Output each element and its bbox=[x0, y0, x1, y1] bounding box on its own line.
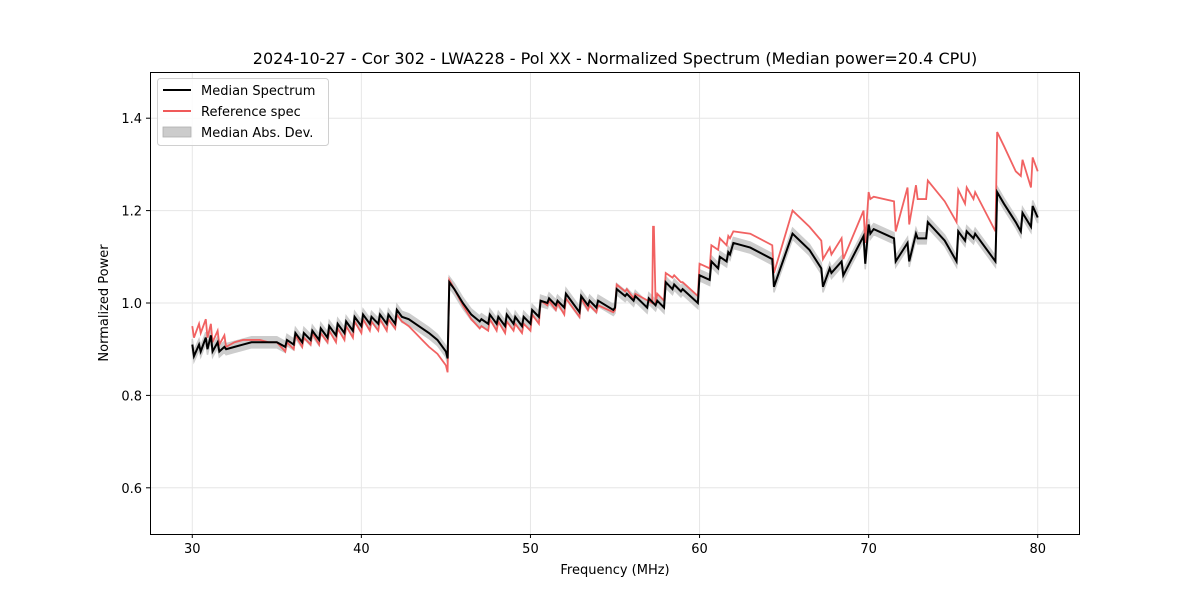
legend-label: Median Abs. Dev. bbox=[201, 126, 313, 141]
legend-swatch-band bbox=[162, 126, 192, 138]
y-tick-label: 0.6 bbox=[121, 482, 142, 497]
y-axis: 0.6 0.8 1.0 1.2 1.4 bbox=[121, 112, 150, 497]
y-tick-label: 1.0 bbox=[121, 297, 142, 312]
plot-frame bbox=[150, 72, 1080, 535]
chart-title: 2024-10-27 - Cor 302 - LWA228 - Pol XX -… bbox=[253, 49, 977, 68]
mad-band-area bbox=[191, 183, 1039, 365]
mad-band bbox=[191, 183, 1039, 365]
legend-label: Reference spec bbox=[201, 105, 301, 120]
x-tick-label: 80 bbox=[1029, 542, 1046, 557]
x-tick-label: 40 bbox=[353, 542, 370, 557]
grid bbox=[150, 72, 1080, 534]
median-spectrum-line bbox=[191, 188, 1039, 360]
y-tick-label: 1.4 bbox=[121, 112, 142, 127]
x-tick-label: 30 bbox=[184, 542, 201, 557]
x-tick-label: 70 bbox=[860, 542, 877, 557]
y-tick-label: 1.2 bbox=[121, 205, 142, 220]
reference-spectrum-line bbox=[191, 131, 1039, 373]
legend-box bbox=[157, 78, 329, 146]
legend: Median Spectrum Reference spec Median Abs.… bbox=[157, 78, 329, 146]
x-tick-label: 50 bbox=[522, 542, 539, 557]
x-axis: 30 40 50 60 70 80 bbox=[184, 534, 1046, 557]
x-axis-label: Frequency (MHz) bbox=[560, 563, 669, 578]
x-tick-label: 60 bbox=[691, 542, 708, 557]
series-lines bbox=[191, 131, 1039, 373]
y-tick-label: 0.8 bbox=[121, 389, 142, 404]
y-axis-label: Normalized Power bbox=[97, 244, 112, 362]
legend-label: Median Spectrum bbox=[201, 84, 315, 99]
